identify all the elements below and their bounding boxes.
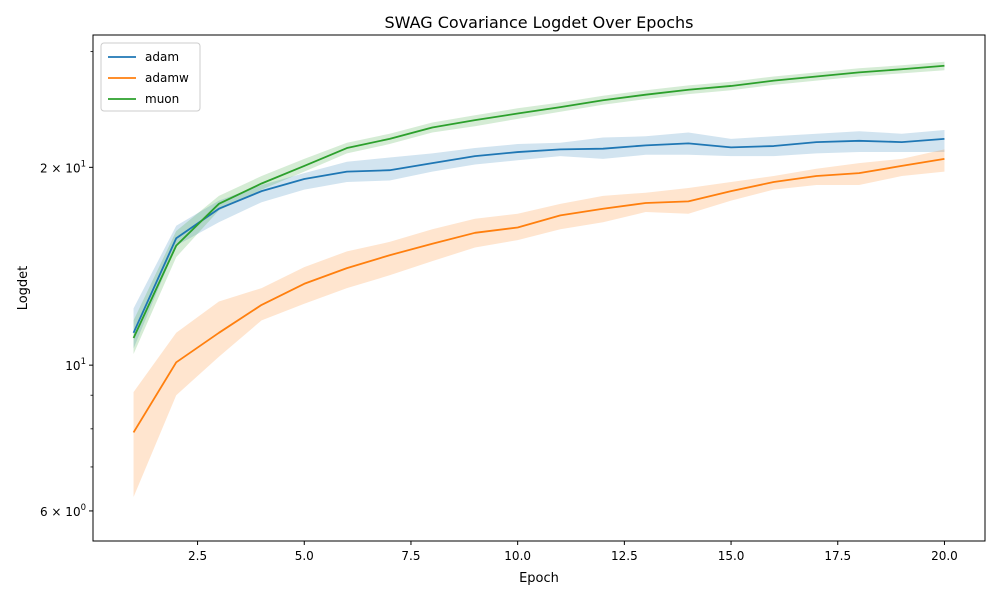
x-tick-label: 2.5: [188, 549, 207, 563]
band-adamw: [133, 149, 945, 498]
legend-box: [100, 42, 201, 112]
y-tick-label: 6 × 100: [40, 503, 86, 519]
x-axis-label: Epoch: [519, 571, 559, 586]
chart-title: SWAG Covariance Logdet Over Epochs: [384, 13, 693, 32]
x-tick-label: 10.0: [504, 549, 531, 563]
band-adam: [133, 129, 945, 349]
line-adam: [132, 137, 945, 334]
x-tick-label: 15.0: [718, 549, 745, 563]
x-axis-ticks: 2.5 5.0 7.5 10.0 12.5 15.0 17.5 20.0: [188, 541, 958, 563]
x-tick-label: 12.5: [611, 549, 638, 563]
x-tick-label: 17.5: [824, 549, 851, 563]
y-tick-label: 101: [65, 357, 86, 373]
plot-frame: [92, 34, 986, 542]
y-axis-ticks: 6 × 100 101 2 × 101: [40, 51, 93, 519]
legend: adam adamw muon: [100, 42, 201, 112]
y-axis-label: Logdet: [16, 266, 31, 311]
x-tick-label: 7.5: [401, 549, 420, 563]
series-lines: [132, 64, 945, 433]
x-tick-label: 5.0: [295, 549, 314, 563]
confidence-bands: [133, 61, 945, 498]
y-tick-label: 2 × 101: [40, 159, 86, 175]
legend-label-muon: muon: [145, 92, 179, 106]
legend-label-adam: adam: [145, 50, 179, 64]
line-muon: [132, 64, 945, 339]
legend-label-adamw: adamw: [145, 71, 189, 85]
x-tick-label: 20.0: [931, 549, 958, 563]
line-adamw: [132, 158, 945, 433]
